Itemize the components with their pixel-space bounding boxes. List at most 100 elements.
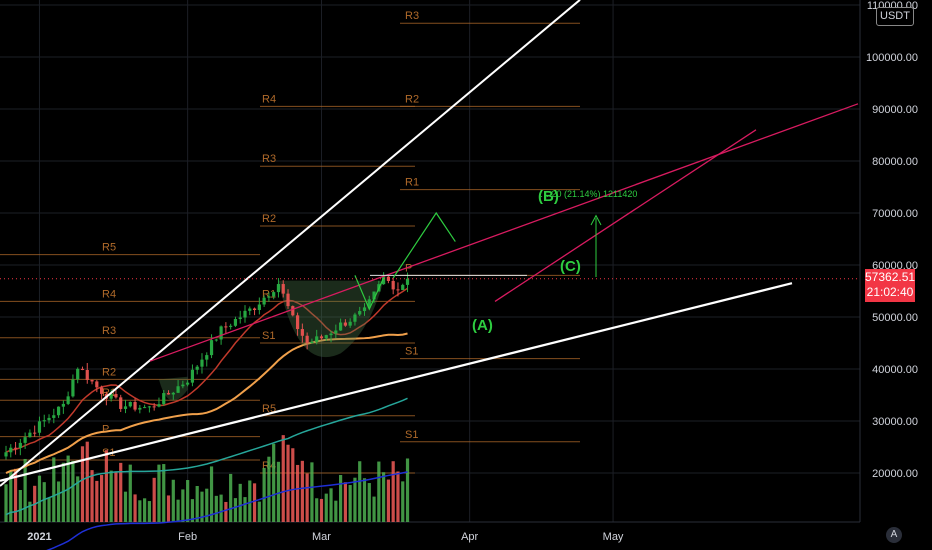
volume-bar xyxy=(348,485,352,522)
volume-bar xyxy=(47,497,51,522)
candle-body xyxy=(372,291,376,300)
bar-countdown: 21:02:40 xyxy=(866,285,914,299)
pivot-level-label: S1 xyxy=(405,346,418,358)
candle-body xyxy=(80,368,85,370)
volume-bar xyxy=(143,498,147,522)
volume-bar xyxy=(95,480,99,522)
candle-body xyxy=(128,402,132,407)
pivot-level-label: R2 xyxy=(262,213,276,225)
volume-bar xyxy=(18,489,22,522)
y-tick-label: 100000.00 xyxy=(866,52,918,64)
volume-bar xyxy=(42,482,46,522)
volume-bar xyxy=(405,458,410,522)
volume-bar xyxy=(281,435,285,522)
volume-bar xyxy=(76,476,80,522)
volume-bar xyxy=(37,475,42,522)
candle-body xyxy=(334,330,338,334)
volume-bar xyxy=(248,480,252,522)
volume-bar xyxy=(372,496,376,522)
candle-body xyxy=(339,322,343,331)
candle-body xyxy=(109,394,113,399)
candle-body xyxy=(214,339,218,341)
pivot-level-label: P xyxy=(102,424,109,436)
volume-bar xyxy=(61,462,65,522)
target-arrow-head xyxy=(590,214,602,226)
volume-bar xyxy=(138,500,142,522)
candle-body xyxy=(133,402,137,410)
candle-body xyxy=(362,307,367,312)
x-tick-label: Mar xyxy=(312,531,331,543)
y-tick-label: 80000.00 xyxy=(872,156,918,168)
candle-body xyxy=(276,284,281,293)
volume-bar xyxy=(195,485,199,522)
volume-bar xyxy=(238,483,242,522)
volume-bar xyxy=(186,480,190,522)
candle-body xyxy=(367,299,371,308)
candle-body xyxy=(166,393,171,395)
candle-body xyxy=(85,369,89,381)
volume-bar xyxy=(190,499,195,522)
cup-pattern xyxy=(158,376,188,401)
pivot-level-label: R3 xyxy=(405,10,419,22)
candle-body xyxy=(358,311,362,315)
volume-bar xyxy=(367,483,371,522)
volume-bar xyxy=(133,494,137,522)
candle-body xyxy=(319,336,324,339)
candle-body xyxy=(114,394,118,398)
candle-body xyxy=(315,336,319,342)
volume-bar xyxy=(123,491,128,522)
wave-path xyxy=(354,275,385,311)
candle-body xyxy=(329,333,333,336)
volume-bar xyxy=(114,472,118,522)
wave-label-a: (A) xyxy=(472,317,493,334)
measure-label: ….20 (21.14%) 1211420 xyxy=(540,189,637,199)
volume-bar xyxy=(276,461,281,522)
last-price-tag: 57362.51 21:02:40 xyxy=(865,269,915,302)
candle-body xyxy=(300,329,304,336)
currency-selector[interactable]: USDT xyxy=(876,7,914,26)
volume-bar xyxy=(324,493,328,522)
volume-bar xyxy=(71,460,75,522)
candle-body xyxy=(248,308,252,311)
candle-body xyxy=(405,278,410,285)
moving-average-line xyxy=(5,332,408,474)
candle-body xyxy=(147,406,151,408)
volume-bar xyxy=(128,464,132,522)
candle-body xyxy=(391,280,395,290)
candle-body xyxy=(152,406,156,408)
volume-bar xyxy=(214,495,218,522)
volume-bar xyxy=(13,468,18,522)
volume-bar xyxy=(80,446,85,522)
pivot-level-label: R4 xyxy=(262,93,276,105)
candle-body xyxy=(119,397,123,409)
volume-bar xyxy=(200,491,204,522)
candle-body xyxy=(61,403,65,407)
candle-body xyxy=(143,407,147,409)
volume-bar xyxy=(272,443,276,522)
candle-body xyxy=(262,297,266,305)
y-tick-label: 70000.00 xyxy=(872,208,918,220)
candle-body xyxy=(243,310,247,318)
x-tick-label: Feb xyxy=(178,531,197,543)
volume-bar xyxy=(243,497,247,522)
pivot-level-label: R1 xyxy=(102,387,116,399)
pivot-level-label: R1 xyxy=(405,177,419,189)
candle-body xyxy=(123,406,128,409)
volume-bar xyxy=(286,444,290,522)
volume-bar xyxy=(162,464,166,522)
y-tick-label: 90000.00 xyxy=(872,104,918,116)
candle-body xyxy=(37,421,42,433)
volume-bar xyxy=(205,488,209,522)
candle-body xyxy=(13,447,18,449)
candle-body xyxy=(305,335,309,344)
candle-body xyxy=(52,415,56,418)
volume-bar xyxy=(28,501,32,522)
auto-scale-button[interactable]: A xyxy=(886,527,902,543)
candle-body xyxy=(157,404,161,407)
y-tick-label: 40000.00 xyxy=(872,364,918,376)
volume-bar xyxy=(90,470,94,522)
x-tick-label: May xyxy=(603,531,624,543)
candle-body xyxy=(23,437,27,443)
volume-bar xyxy=(353,477,357,522)
